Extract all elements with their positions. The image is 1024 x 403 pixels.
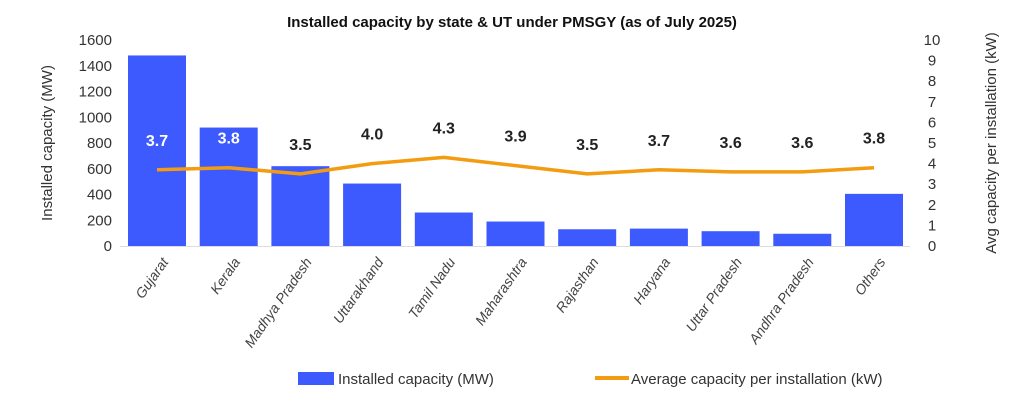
x-tick-label: Uttarakhand xyxy=(330,254,388,327)
x-tick-label: Haryana xyxy=(630,254,674,307)
y-right-tick-label: 8 xyxy=(928,73,936,90)
bar xyxy=(486,221,545,246)
legend-label-bar: Installed capacity (MW) xyxy=(338,371,494,388)
bar xyxy=(343,183,402,246)
bar xyxy=(558,229,617,246)
y-right-tick-label: 3 xyxy=(928,176,936,193)
data-label: 4.3 xyxy=(433,120,455,137)
x-tick-label: Uttar Pradesh xyxy=(682,254,745,334)
data-label: 3.5 xyxy=(289,137,311,154)
data-label: 3.6 xyxy=(791,135,813,152)
x-tick-label: Gujarat xyxy=(132,254,172,302)
y-axis-right-label: Avg capacity per installation (kW) xyxy=(983,32,1000,253)
legend: Installed capacity (MW) Average capacity… xyxy=(298,371,883,388)
y-right-tick-label: 5 xyxy=(928,135,936,152)
y-right-tick-label: 0 xyxy=(928,238,936,255)
bar xyxy=(271,166,330,246)
x-tick-label: Maharashtra xyxy=(472,254,530,328)
data-label: 3.7 xyxy=(648,133,670,150)
bar xyxy=(414,212,473,246)
y-tick-label: 600 xyxy=(87,161,112,178)
x-tick-label: Kerala xyxy=(207,254,243,297)
y-right-tick-label: 6 xyxy=(928,114,936,131)
x-tick-label: Rajasthan xyxy=(552,254,601,315)
y-right-tick-label: 10 xyxy=(924,32,941,49)
bar xyxy=(199,127,258,246)
y-right-tick-label: 9 xyxy=(928,53,936,70)
data-label: 4.0 xyxy=(361,127,383,144)
y-tick-label: 1200 xyxy=(79,84,112,101)
legend-swatch-line xyxy=(595,376,629,380)
bar xyxy=(701,231,760,246)
x-tick-label: Madhya Pradesh xyxy=(241,254,315,350)
x-tick-label: Tamil Nadu xyxy=(405,254,459,321)
y-tick-label: 200 xyxy=(87,212,112,229)
y-right-tick-label: 1 xyxy=(928,217,936,234)
data-label: 3.5 xyxy=(576,137,598,154)
y-right-tick-label: 4 xyxy=(928,156,936,173)
y-axis-label: Installed capacity (MW) xyxy=(39,65,56,221)
bar xyxy=(128,55,186,247)
legend-swatch-bar xyxy=(298,372,334,385)
x-tick-label: Andhra Pradesh xyxy=(745,254,817,347)
data-label: 3.7 xyxy=(146,133,168,150)
data-label: 3.8 xyxy=(863,131,885,148)
legend-label-line: Average capacity per installation (kW) xyxy=(631,371,883,388)
y-tick-label: 1000 xyxy=(79,109,112,126)
y-tick-label: 1400 xyxy=(79,58,112,75)
y-tick-label: 800 xyxy=(87,135,112,152)
y-tick-label: 400 xyxy=(87,187,112,204)
data-label: 3.9 xyxy=(504,129,526,146)
x-tick-label: Others xyxy=(851,255,888,299)
y-right-tick-label: 2 xyxy=(928,197,936,214)
bar xyxy=(845,193,903,246)
chart-title: Installed capacity by state & UT under P… xyxy=(287,14,737,31)
y-tick-label: 0 xyxy=(104,238,112,255)
data-label: 3.6 xyxy=(719,135,741,152)
bar xyxy=(629,228,688,246)
bar xyxy=(773,233,832,246)
data-label: 3.8 xyxy=(218,131,240,148)
y-right-tick-label: 7 xyxy=(928,94,936,111)
y-tick-label: 1600 xyxy=(79,32,112,49)
